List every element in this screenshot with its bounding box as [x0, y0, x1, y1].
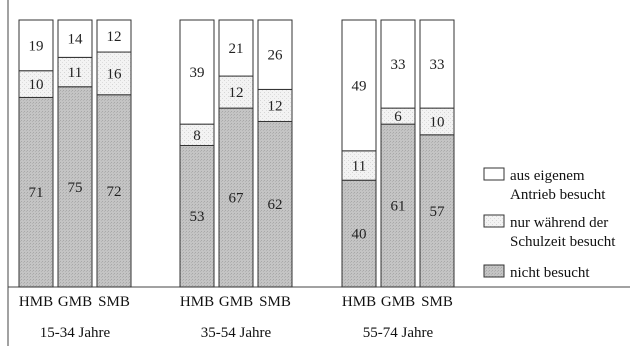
- bar-segment-schulzeit-gmb-g2: [218, 75, 254, 109]
- bar-segment-nicht_besucht-gmb-g3: [380, 123, 416, 288]
- tick-label-gmb-g1: GMB: [58, 294, 92, 310]
- legend-label-eigen: aus eigenem Antrieb besucht: [510, 168, 606, 203]
- data-label-schulzeit-hmb-g2: 8: [193, 128, 201, 144]
- data-label-nicht_besucht-hmb-g3: 40: [352, 227, 367, 243]
- bar-segment-eigen-smb-g1: [96, 19, 132, 53]
- data-label-schulzeit-smb-g1: 16: [107, 66, 123, 82]
- tick-label-gmb-g3: GMB: [381, 294, 415, 310]
- data-label-eigen-hmb-g1: 19: [29, 38, 44, 54]
- bar-segment-eigen-gmb-g1: [57, 19, 93, 58]
- data-label-nicht_besucht-hmb-g1: 71: [29, 185, 44, 201]
- data-label-nicht_besucht-smb-g1: 72: [107, 184, 122, 200]
- bar-segment-eigen-hmb-g3: [341, 19, 377, 152]
- data-label-schulzeit-gmb-g3: 6: [394, 109, 402, 125]
- tick-label-smb-g1: SMB: [98, 294, 130, 310]
- data-label-nicht_besucht-smb-g2: 62: [268, 197, 283, 213]
- data-label-eigen-gmb-g1: 14: [68, 32, 84, 48]
- tick-label-hmb-g3: HMB: [342, 294, 376, 310]
- data-label-schulzeit-smb-g2: 12: [268, 98, 283, 114]
- data-label-schulzeit-smb-g3: 10: [430, 114, 445, 130]
- data-label-eigen-hmb-g2: 39: [190, 65, 205, 81]
- bar-segment-nicht_besucht-smb-g1: [96, 94, 132, 288]
- bar-segment-eigen-hmb-g2: [179, 19, 215, 125]
- legend-swatch-eigen: [483, 167, 505, 181]
- tick-label-smb-g3: SMB: [421, 294, 453, 310]
- bar-segment-nicht_besucht-smb-g2: [257, 120, 293, 288]
- data-label-schulzeit-hmb-g3: 11: [352, 159, 366, 175]
- bar-segment-nicht_besucht-hmb-g1: [18, 96, 54, 288]
- bar-segment-eigen-gmb-g2: [218, 19, 254, 77]
- bar-segment-eigen-hmb-g1: [18, 19, 54, 72]
- tick-label-hmb-g1: HMB: [19, 294, 53, 310]
- data-label-eigen-hmb-g3: 49: [352, 78, 367, 94]
- data-label-nicht_besucht-hmb-g2: 53: [190, 209, 205, 225]
- bar-segment-schulzeit-smb-g2: [257, 88, 293, 122]
- data-label-schulzeit-gmb-g2: 12: [229, 85, 244, 101]
- data-label-eigen-smb-g1: 12: [107, 29, 122, 45]
- tick-label-hmb-g2: HMB: [180, 294, 214, 310]
- bar-segment-schulzeit-smb-g3: [419, 107, 455, 136]
- data-label-nicht_besucht-gmb-g1: 75: [68, 180, 83, 196]
- group-label-2: 35-54 Jahre: [201, 325, 272, 341]
- group-label-1: 15-34 Jahre: [40, 325, 111, 341]
- tick-label-smb-g2: SMB: [259, 294, 291, 310]
- bar-segment-nicht_besucht-gmb-g1: [57, 86, 93, 288]
- data-label-nicht_besucht-gmb-g2: 67: [229, 191, 245, 207]
- tick-label-gmb-g2: GMB: [219, 294, 253, 310]
- legend-label-nicht_besucht: nicht besucht: [510, 265, 590, 281]
- bar-segment-eigen-gmb-g3: [380, 19, 416, 109]
- bar-segment-schulzeit-smb-g1: [96, 51, 132, 96]
- data-label-eigen-smb-g2: 26: [268, 48, 284, 64]
- bar-segment-nicht_besucht-hmb-g3: [341, 179, 377, 288]
- data-label-schulzeit-gmb-g1: 11: [68, 65, 82, 81]
- bar-segment-nicht_besucht-gmb-g2: [218, 107, 254, 288]
- data-label-nicht_besucht-gmb-g3: 61: [391, 199, 406, 215]
- legend-swatch-nicht_besucht: [483, 264, 505, 278]
- legend-swatch-schulzeit: [483, 214, 505, 228]
- data-label-eigen-smb-g3: 33: [430, 57, 445, 73]
- bar-segment-eigen-smb-g2: [257, 19, 293, 90]
- data-label-nicht_besucht-smb-g3: 57: [430, 204, 446, 220]
- bar-segment-nicht_besucht-smb-g3: [419, 134, 455, 288]
- data-label-eigen-gmb-g3: 33: [391, 57, 406, 73]
- bar-segment-schulzeit-hmb-g3: [341, 150, 377, 181]
- data-label-eigen-gmb-g2: 21: [229, 41, 244, 57]
- data-label-schulzeit-hmb-g1: 10: [29, 77, 44, 93]
- bar-segment-eigen-smb-g3: [419, 19, 455, 109]
- group-label-3: 55-74 Jahre: [363, 325, 434, 341]
- legend-label-schulzeit: nur während der Schulzeit besucht: [510, 215, 616, 250]
